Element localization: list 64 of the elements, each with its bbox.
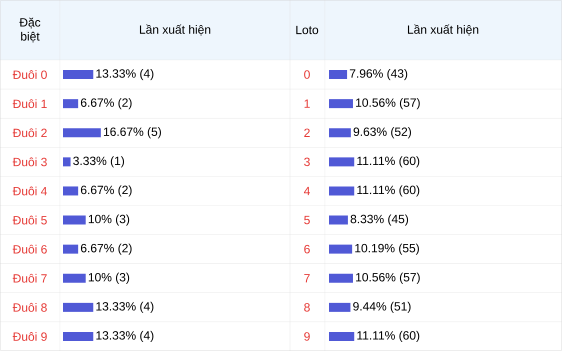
data-label: 11.11% (60) [357,156,420,168]
data-label: 11.11% (60) [357,185,420,197]
bar [329,186,354,196]
data-label: 3.33% (1) [73,156,124,168]
category-label: Đuôi 6 [12,244,47,254]
bar [63,244,78,254]
category-label: 2 [304,128,310,137]
bar [329,302,350,312]
category-label: Đuôi 4 [12,186,47,196]
category-label: 8 [304,303,310,312]
bar [63,99,78,108]
category-label: Đuôi 2 [12,128,47,138]
bar [329,128,351,138]
bar [63,302,94,312]
data-label: 16.67% (5) [104,127,161,138]
bar [63,128,101,138]
bar [63,157,71,166]
category-label: 4 [304,186,310,196]
bar [329,216,348,225]
category-label: 5 [304,216,310,224]
bar [63,332,94,341]
category-label: Đuôi 9 [12,332,47,341]
category-label: Đuôi 3 [12,157,47,166]
x-axis-title: Lần xuất hiện [408,24,478,36]
bar [63,70,94,80]
bar [63,274,86,283]
category-label: Đuôi 8 [12,302,47,312]
data-label: 6.67% (2) [80,98,132,110]
bar [329,70,348,80]
category-label: 6 [304,244,310,254]
category-label: 3 [304,158,310,166]
bar [63,186,78,196]
category-label: Đuôi 7 [12,274,47,283]
data-label: 11.11% (60) [357,330,420,342]
data-label: 6.67% (2) [80,244,132,255]
data-label: 8.33% (45) [350,214,408,226]
y-axis-title: Loto [296,26,318,34]
data-label: 10% (3) [88,272,130,284]
y-axis-title: Đặc biệt [19,18,40,42]
bar [63,216,86,225]
data-label: 10.56% (57) [356,98,420,110]
bar [329,332,354,341]
bar [329,99,353,108]
data-label: 7.96% (43) [350,68,408,80]
data-label: 13.33% (4) [96,68,154,80]
category-label: Đuôi 1 [12,99,47,108]
data-label: 13.33% (4) [96,302,154,313]
category-label: Đuôi 5 [12,216,47,224]
data-label: 6.67% (2) [80,185,132,197]
category-label: 0 [304,70,310,79]
bar [329,274,353,283]
category-label: 1 [304,100,310,108]
category-label: 9 [304,332,310,341]
data-label: 9.63% (52) [354,127,411,138]
data-label: 9.44% (51) [353,302,411,313]
category-label: 7 [304,274,310,282]
data-label: 10.56% (57) [356,272,420,284]
data-label: 13.33% (4) [96,330,154,342]
bar [329,244,352,254]
category-label: Đuôi 0 [12,70,47,79]
x-axis-title: Lần xuất hiện [140,24,210,36]
data-label: 10.19% (55) [355,244,419,255]
data-label: 10% (3) [88,214,130,226]
bar [329,157,354,166]
